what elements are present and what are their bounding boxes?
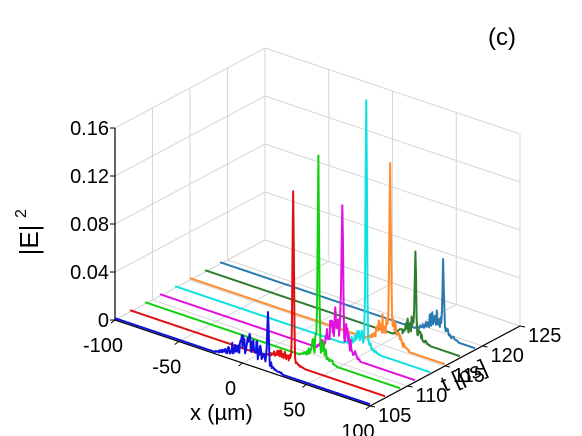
y-tick-mark bbox=[482, 345, 488, 348]
y-tick-mark bbox=[519, 325, 526, 328]
series-line-t119 bbox=[219, 258, 476, 350]
x-axis-label: x (µm) bbox=[190, 400, 253, 425]
side-wall-grid-line bbox=[114, 191, 266, 273]
y-tick-mark bbox=[369, 405, 376, 408]
side-wall-grid-line bbox=[114, 239, 266, 321]
x-tick-label: -50 bbox=[152, 357, 181, 379]
axes bbox=[110, 127, 526, 410]
x-tick-mark bbox=[174, 341, 180, 345]
floor-grid-line bbox=[152, 299, 408, 387]
z-axis-label-sup: 2 bbox=[13, 209, 30, 218]
series-line-t109 bbox=[144, 154, 401, 390]
side-wall-grid-line bbox=[114, 143, 266, 225]
z-tick-label: 0.04 bbox=[70, 262, 109, 284]
series-line-t105 bbox=[114, 311, 371, 406]
x-tick-mark bbox=[238, 362, 243, 367]
z-tick-label: 0.16 bbox=[70, 118, 109, 140]
y-tick-label: 110 bbox=[416, 385, 448, 407]
side-wall-grid-line bbox=[114, 47, 266, 129]
z-tick-label: 0.08 bbox=[70, 214, 109, 236]
y-tick-label: 115 bbox=[453, 365, 485, 387]
x-tick-label: 0 bbox=[225, 378, 236, 400]
x-tick-label: 100 bbox=[341, 421, 374, 436]
y-tick-mark bbox=[444, 365, 451, 368]
x-tick-mark bbox=[301, 384, 307, 388]
y-tick-label: 125 bbox=[528, 325, 561, 347]
series-line-t111 bbox=[159, 204, 416, 382]
x-tick-label: -100 bbox=[83, 335, 123, 357]
z-tick-label: 0 bbox=[98, 310, 109, 332]
y-tick-label: 120 bbox=[491, 345, 524, 367]
series-line-t117 bbox=[204, 250, 461, 358]
back-wall-grid-line bbox=[264, 47, 521, 135]
x-tick-mark bbox=[365, 405, 371, 410]
z-axis-label: |E| 2 bbox=[13, 209, 44, 255]
z-tick-label: 0.12 bbox=[70, 166, 109, 188]
y-tick-label: 105 bbox=[378, 405, 411, 427]
panel-label: (c) bbox=[488, 24, 516, 51]
back-wall-grid-line bbox=[264, 143, 521, 231]
x-tick-label: 50 bbox=[283, 400, 305, 422]
floor-grid-line bbox=[227, 259, 483, 347]
y-tick-mark bbox=[407, 385, 413, 388]
side-wall-grid-line bbox=[114, 95, 266, 177]
series-line-t113 bbox=[174, 99, 431, 374]
series-group bbox=[114, 99, 476, 406]
back-wall-grid-line bbox=[264, 95, 521, 183]
back-wall-grid-line bbox=[264, 191, 521, 279]
y-axis-label: t [ps] bbox=[437, 354, 491, 396]
z-axis-label-main: |E| bbox=[14, 225, 44, 256]
